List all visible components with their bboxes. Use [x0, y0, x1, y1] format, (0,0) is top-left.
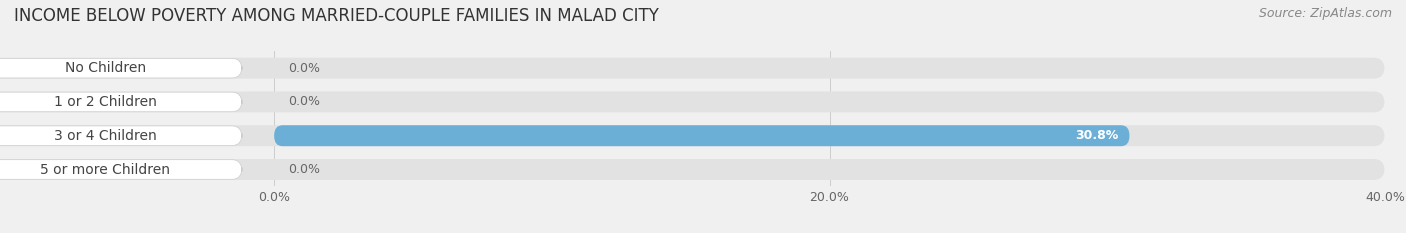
FancyBboxPatch shape [0, 58, 242, 78]
Text: INCOME BELOW POVERTY AMONG MARRIED-COUPLE FAMILIES IN MALAD CITY: INCOME BELOW POVERTY AMONG MARRIED-COUPL… [14, 7, 659, 25]
Text: 1 or 2 Children: 1 or 2 Children [53, 95, 156, 109]
FancyBboxPatch shape [0, 125, 1385, 146]
FancyBboxPatch shape [274, 125, 1129, 146]
FancyBboxPatch shape [0, 159, 1385, 180]
Text: 30.8%: 30.8% [1076, 129, 1118, 142]
Text: 0.0%: 0.0% [288, 163, 321, 176]
FancyBboxPatch shape [0, 58, 1385, 79]
Text: 0.0%: 0.0% [288, 62, 321, 75]
Text: No Children: No Children [65, 61, 146, 75]
FancyBboxPatch shape [0, 160, 242, 179]
Text: 3 or 4 Children: 3 or 4 Children [53, 129, 156, 143]
Text: 0.0%: 0.0% [288, 96, 321, 108]
Text: 5 or more Children: 5 or more Children [41, 162, 170, 177]
FancyBboxPatch shape [0, 92, 242, 112]
FancyBboxPatch shape [0, 126, 242, 146]
Text: Source: ZipAtlas.com: Source: ZipAtlas.com [1258, 7, 1392, 20]
FancyBboxPatch shape [0, 92, 1385, 112]
